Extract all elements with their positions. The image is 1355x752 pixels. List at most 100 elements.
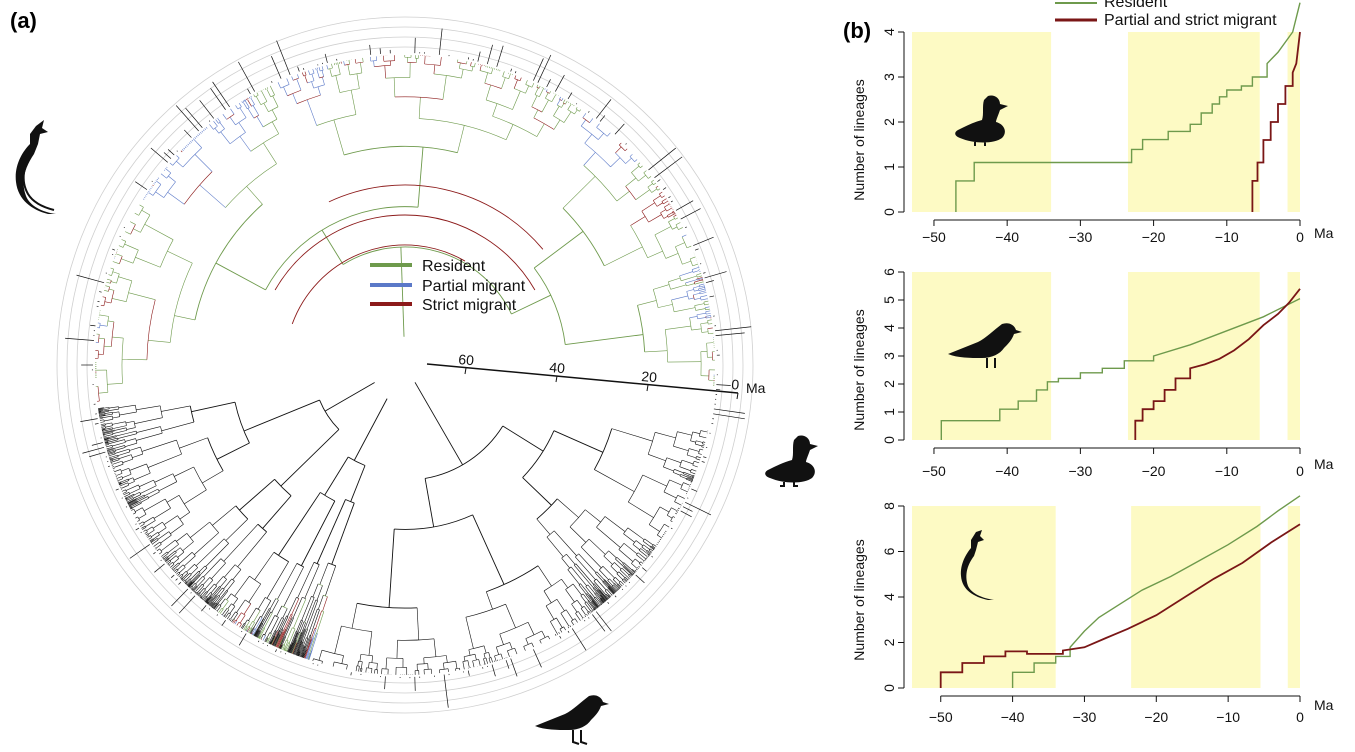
tree-branch	[615, 146, 622, 154]
tree-branch	[319, 562, 329, 585]
tree-branch	[182, 573, 191, 581]
tree-branch	[176, 161, 184, 168]
tree-branch	[468, 649, 471, 656]
tree-branch	[107, 278, 112, 281]
tree-node-arc	[571, 618, 576, 622]
tree-branch	[142, 526, 147, 530]
tree-node-arc	[652, 289, 659, 308]
tree-branch	[658, 304, 673, 308]
tree-branch	[690, 440, 696, 443]
tree-tip	[154, 181, 156, 184]
tree-node-arc	[128, 492, 131, 495]
tree-branch	[216, 442, 250, 460]
scale-tick	[646, 384, 649, 392]
tree-branch	[186, 564, 195, 573]
tree-branch	[697, 275, 702, 278]
tree-tip	[202, 129, 205, 132]
tree-branch	[525, 80, 528, 85]
tree-branch	[119, 482, 128, 487]
tip-bar	[467, 670, 470, 676]
tree-tip	[253, 618, 264, 636]
tip-bar	[510, 68, 513, 72]
y-axis-title: Number of lineages	[851, 79, 867, 200]
tree-branch	[631, 563, 637, 569]
tree-node-arc	[263, 633, 266, 636]
tip-bar	[201, 605, 207, 612]
tree-branch	[641, 202, 655, 212]
tree-branch	[153, 507, 171, 519]
tree-tip	[593, 609, 595, 611]
tree-tip	[589, 594, 600, 607]
tree-branch	[218, 589, 225, 597]
tree-branch	[618, 549, 634, 562]
tree-node-arc	[226, 590, 228, 592]
tree-tip	[185, 583, 187, 585]
tree-branch	[218, 590, 228, 603]
tree-branch	[424, 478, 435, 527]
tree-branch	[112, 442, 126, 447]
tree-branch	[155, 544, 162, 549]
tip-bar	[271, 56, 282, 79]
tree-branch	[286, 627, 293, 641]
tree-branch	[102, 408, 110, 411]
tree-branch	[234, 575, 250, 597]
tree-branch	[556, 617, 563, 628]
tree-tip	[258, 635, 261, 639]
tip-bar	[654, 156, 683, 178]
tree-branch	[267, 638, 270, 643]
tree-branch	[112, 271, 120, 275]
tree-tip	[591, 609, 594, 612]
tree-branch	[674, 307, 696, 313]
tree-branch	[649, 524, 660, 532]
tree-branch	[301, 628, 307, 641]
tree-node-arc	[265, 206, 419, 291]
tree-node-arc	[424, 668, 432, 670]
tip-bar	[628, 581, 631, 584]
tree-node-arc	[265, 597, 271, 601]
tip-bar	[135, 181, 148, 190]
tree-branch	[118, 245, 124, 248]
tree-node-arc	[229, 132, 246, 145]
tree-branch	[630, 216, 646, 226]
tree-branch	[255, 96, 262, 105]
tree-branch	[302, 72, 304, 77]
tree-tip	[98, 407, 104, 409]
y-tick-label: 4	[881, 324, 897, 332]
tree-branch	[106, 446, 113, 450]
tree-tip	[292, 642, 298, 654]
tree-node-arc	[124, 439, 126, 443]
tree-tip	[201, 598, 204, 600]
tree-node-arc	[668, 221, 673, 230]
tree-tip	[197, 134, 199, 137]
tip-bar	[184, 129, 192, 138]
tip-bar	[178, 595, 196, 614]
tree-branch	[666, 457, 682, 464]
tree-node-arc	[465, 603, 506, 618]
tree-branch	[511, 294, 551, 315]
tree-node-arc	[546, 91, 550, 94]
tree-branch	[208, 597, 213, 603]
tree-branch	[356, 73, 360, 89]
tree-node-arc	[580, 593, 584, 596]
tree-branch	[595, 596, 602, 604]
tree-tip	[181, 579, 183, 581]
tree-branch	[316, 585, 323, 601]
tree-node-arc	[103, 338, 105, 355]
tree-tip	[188, 581, 195, 588]
tree-tip	[118, 482, 122, 485]
tree-branch	[266, 632, 270, 638]
tree-branch	[281, 636, 286, 645]
tree-tip	[272, 629, 280, 646]
duck-silhouette-icon	[765, 435, 818, 487]
tree-branch	[479, 65, 482, 71]
tree-branch	[659, 506, 670, 513]
tree-branch	[244, 626, 248, 631]
tree-node-arc	[685, 282, 687, 286]
tree-branch	[598, 133, 604, 140]
tree-node-arc	[696, 314, 698, 319]
tree-node-arc	[571, 599, 578, 605]
tree-tip	[598, 589, 608, 600]
tree-tip	[205, 596, 212, 603]
tree-tip	[183, 147, 186, 150]
tree-branch	[575, 556, 596, 580]
